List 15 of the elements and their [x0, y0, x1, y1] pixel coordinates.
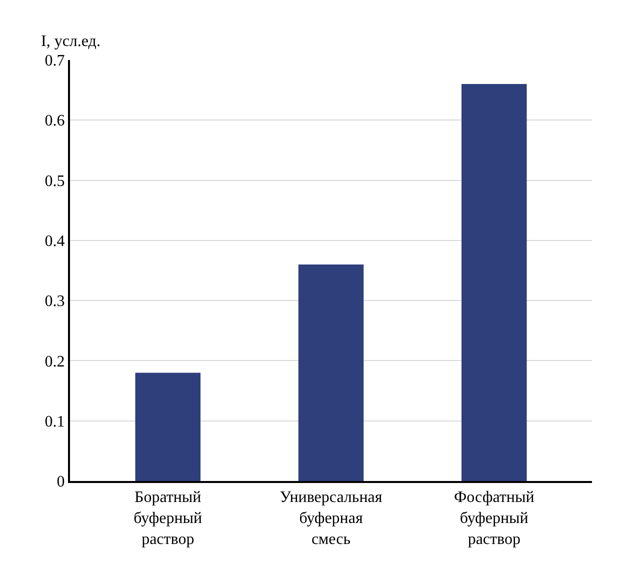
bar — [298, 264, 364, 481]
y-tick-label: 0.3 — [44, 293, 65, 310]
y-tick-label: 0.6 — [44, 112, 65, 130]
x-tick-label: Фосфатный буферный раствор — [454, 489, 535, 548]
y-tick-label: 0.2 — [44, 353, 65, 370]
x-tick-label: Универсальная буферная смесь — [280, 489, 383, 548]
y-tick-label: 0.5 — [44, 172, 65, 190]
y-tick-label: 0.7 — [44, 52, 65, 70]
bar — [135, 372, 200, 481]
y-axis-title: I, усл.ед. — [41, 33, 100, 50]
y-tick-label: 0.4 — [44, 233, 65, 250]
x-tick-label: Боратный буферный раствор — [134, 489, 203, 548]
y-tick-label: 0.1 — [44, 413, 65, 430]
y-tick-label: 0 — [56, 474, 65, 491]
bar — [462, 84, 527, 481]
